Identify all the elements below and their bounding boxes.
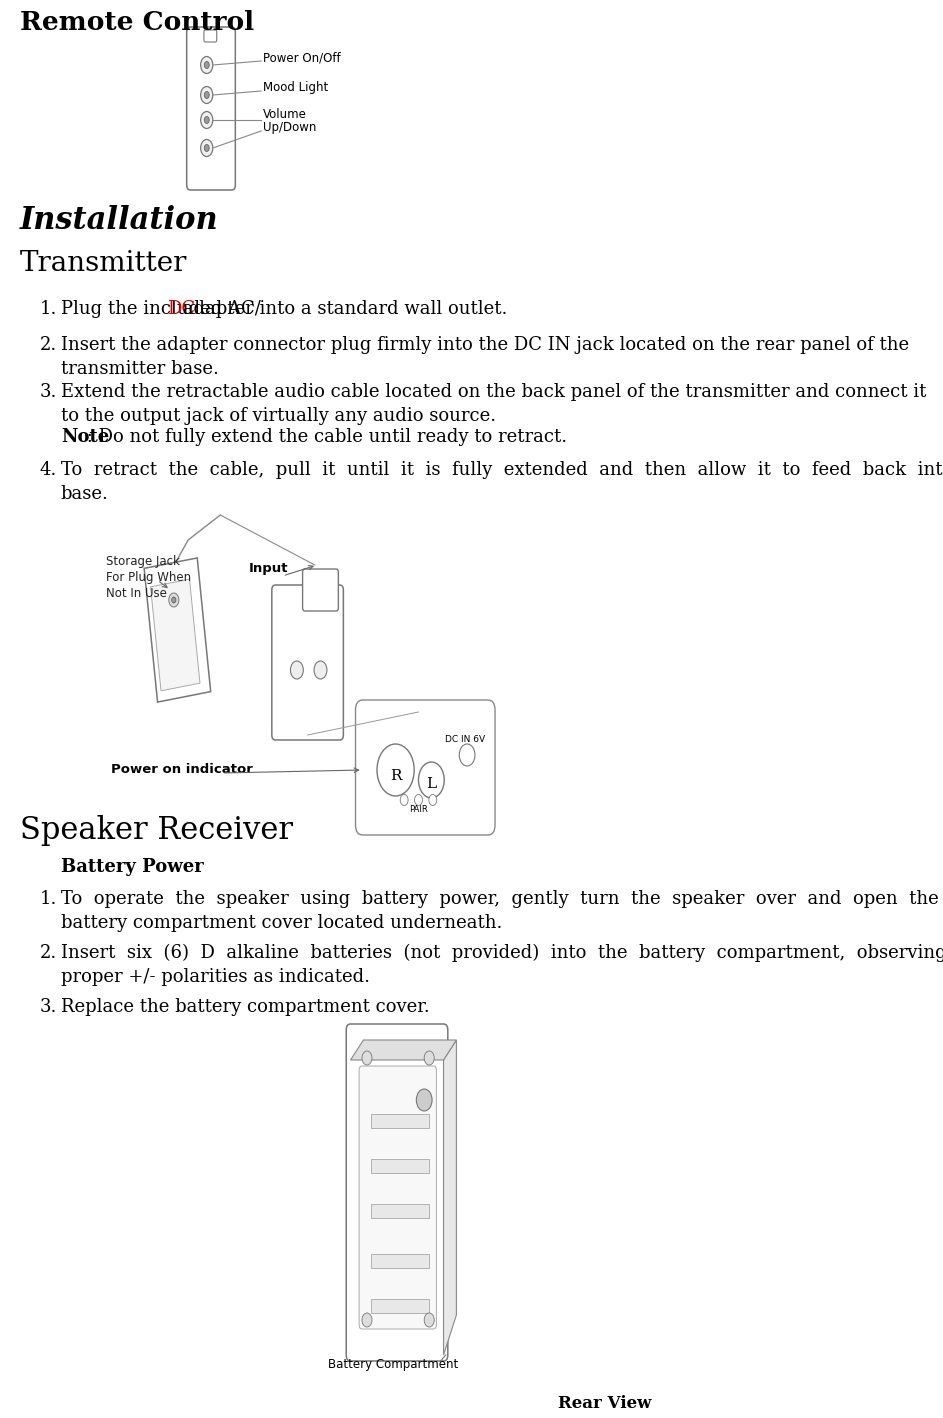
Text: battery compartment cover located underneath.: battery compartment cover located undern… — [60, 915, 503, 932]
Circle shape — [205, 61, 209, 68]
Text: Extend the retractable audio cable located on the back panel of the transmitter : Extend the retractable audio cable locat… — [60, 383, 926, 401]
Circle shape — [419, 761, 444, 798]
Text: Remote Control: Remote Control — [20, 10, 255, 35]
Circle shape — [377, 744, 414, 795]
Text: Mood Light: Mood Light — [262, 81, 328, 95]
FancyBboxPatch shape — [359, 1066, 437, 1329]
Circle shape — [172, 597, 176, 603]
Circle shape — [205, 145, 209, 152]
Text: Battery Power: Battery Power — [60, 858, 204, 876]
Text: Transmitter: Transmitter — [20, 250, 188, 277]
Text: 4.: 4. — [40, 461, 57, 479]
FancyBboxPatch shape — [187, 27, 236, 190]
Text: adapter into a standard wall outlet.: adapter into a standard wall outlet. — [176, 301, 507, 318]
Text: Insert  six  (6)  D  alkaline  batteries  (not  provided)  into  the  battery  c: Insert six (6) D alkaline batteries (not… — [60, 944, 943, 963]
Bar — [371, 1204, 429, 1218]
Text: Rear View: Rear View — [557, 1395, 651, 1412]
Text: 1.: 1. — [40, 301, 57, 318]
Bar — [371, 1299, 429, 1313]
FancyBboxPatch shape — [356, 700, 495, 835]
Text: proper +/- polarities as indicated.: proper +/- polarities as indicated. — [60, 968, 370, 986]
Circle shape — [429, 794, 437, 805]
Circle shape — [400, 794, 408, 805]
Text: To  retract  the  cable,  pull  it  until  it  is  fully  extended  and  then  a: To retract the cable, pull it until it i… — [60, 461, 943, 479]
FancyBboxPatch shape — [204, 30, 217, 43]
Circle shape — [201, 139, 213, 156]
Text: Volume: Volume — [262, 109, 306, 122]
Text: Input: Input — [249, 562, 289, 576]
Circle shape — [201, 86, 213, 104]
Text: 2.: 2. — [40, 336, 57, 354]
Polygon shape — [151, 579, 200, 691]
Bar — [371, 1159, 429, 1173]
Circle shape — [314, 661, 327, 679]
Text: Insert the adapter connector plug firmly into the DC IN jack located on the rear: Insert the adapter connector plug firmly… — [60, 336, 909, 354]
Text: Power On/Off: Power On/Off — [262, 51, 340, 64]
Text: PAIR: PAIR — [409, 805, 428, 814]
Circle shape — [169, 593, 179, 607]
Text: L: L — [426, 777, 437, 791]
Text: 1.: 1. — [40, 891, 57, 908]
Text: : Do not fully extend the cable until ready to retract.: : Do not fully extend the cable until re… — [81, 428, 567, 447]
Circle shape — [201, 112, 213, 129]
Circle shape — [201, 57, 213, 74]
FancyBboxPatch shape — [346, 1024, 448, 1361]
Text: to the output jack of virtually any audio source.: to the output jack of virtually any audi… — [60, 407, 496, 425]
Text: Plug the included AC/: Plug the included AC/ — [60, 301, 260, 318]
Text: DC: DC — [167, 301, 195, 318]
Text: transmitter base.: transmitter base. — [60, 360, 219, 379]
Circle shape — [459, 744, 475, 766]
Circle shape — [416, 1089, 432, 1110]
Text: Speaker Receiver: Speaker Receiver — [20, 815, 293, 847]
Text: Battery Compartment: Battery Compartment — [328, 1358, 458, 1371]
Text: To  operate  the  speaker  using  battery  power,  gently  turn  the  speaker  o: To operate the speaker using battery pow… — [60, 891, 938, 908]
Text: 2.: 2. — [40, 944, 57, 961]
Text: Power on indicator: Power on indicator — [111, 763, 253, 776]
Text: R: R — [389, 769, 402, 783]
Text: Installation: Installation — [20, 206, 219, 235]
Text: Up/Down: Up/Down — [262, 122, 316, 135]
Text: Storage Jack
For Plug When
Not In Use: Storage Jack For Plug When Not In Use — [106, 554, 191, 600]
Circle shape — [362, 1051, 372, 1065]
Polygon shape — [443, 1039, 456, 1356]
Circle shape — [205, 116, 209, 123]
Circle shape — [424, 1313, 434, 1327]
Circle shape — [205, 92, 209, 98]
Bar — [371, 1254, 429, 1268]
Text: 3.: 3. — [40, 998, 57, 1017]
Text: 3.: 3. — [40, 383, 57, 401]
Bar — [371, 1115, 429, 1127]
FancyBboxPatch shape — [272, 586, 343, 740]
Circle shape — [290, 661, 304, 679]
Text: DC IN 6V: DC IN 6V — [445, 736, 485, 744]
Text: base.: base. — [60, 485, 108, 503]
Text: Replace the battery compartment cover.: Replace the battery compartment cover. — [60, 998, 430, 1017]
Circle shape — [415, 794, 422, 805]
FancyBboxPatch shape — [303, 569, 339, 611]
Circle shape — [424, 1051, 434, 1065]
Text: Note: Note — [60, 428, 109, 447]
Polygon shape — [144, 557, 210, 702]
Polygon shape — [351, 1039, 456, 1061]
Circle shape — [362, 1313, 372, 1327]
